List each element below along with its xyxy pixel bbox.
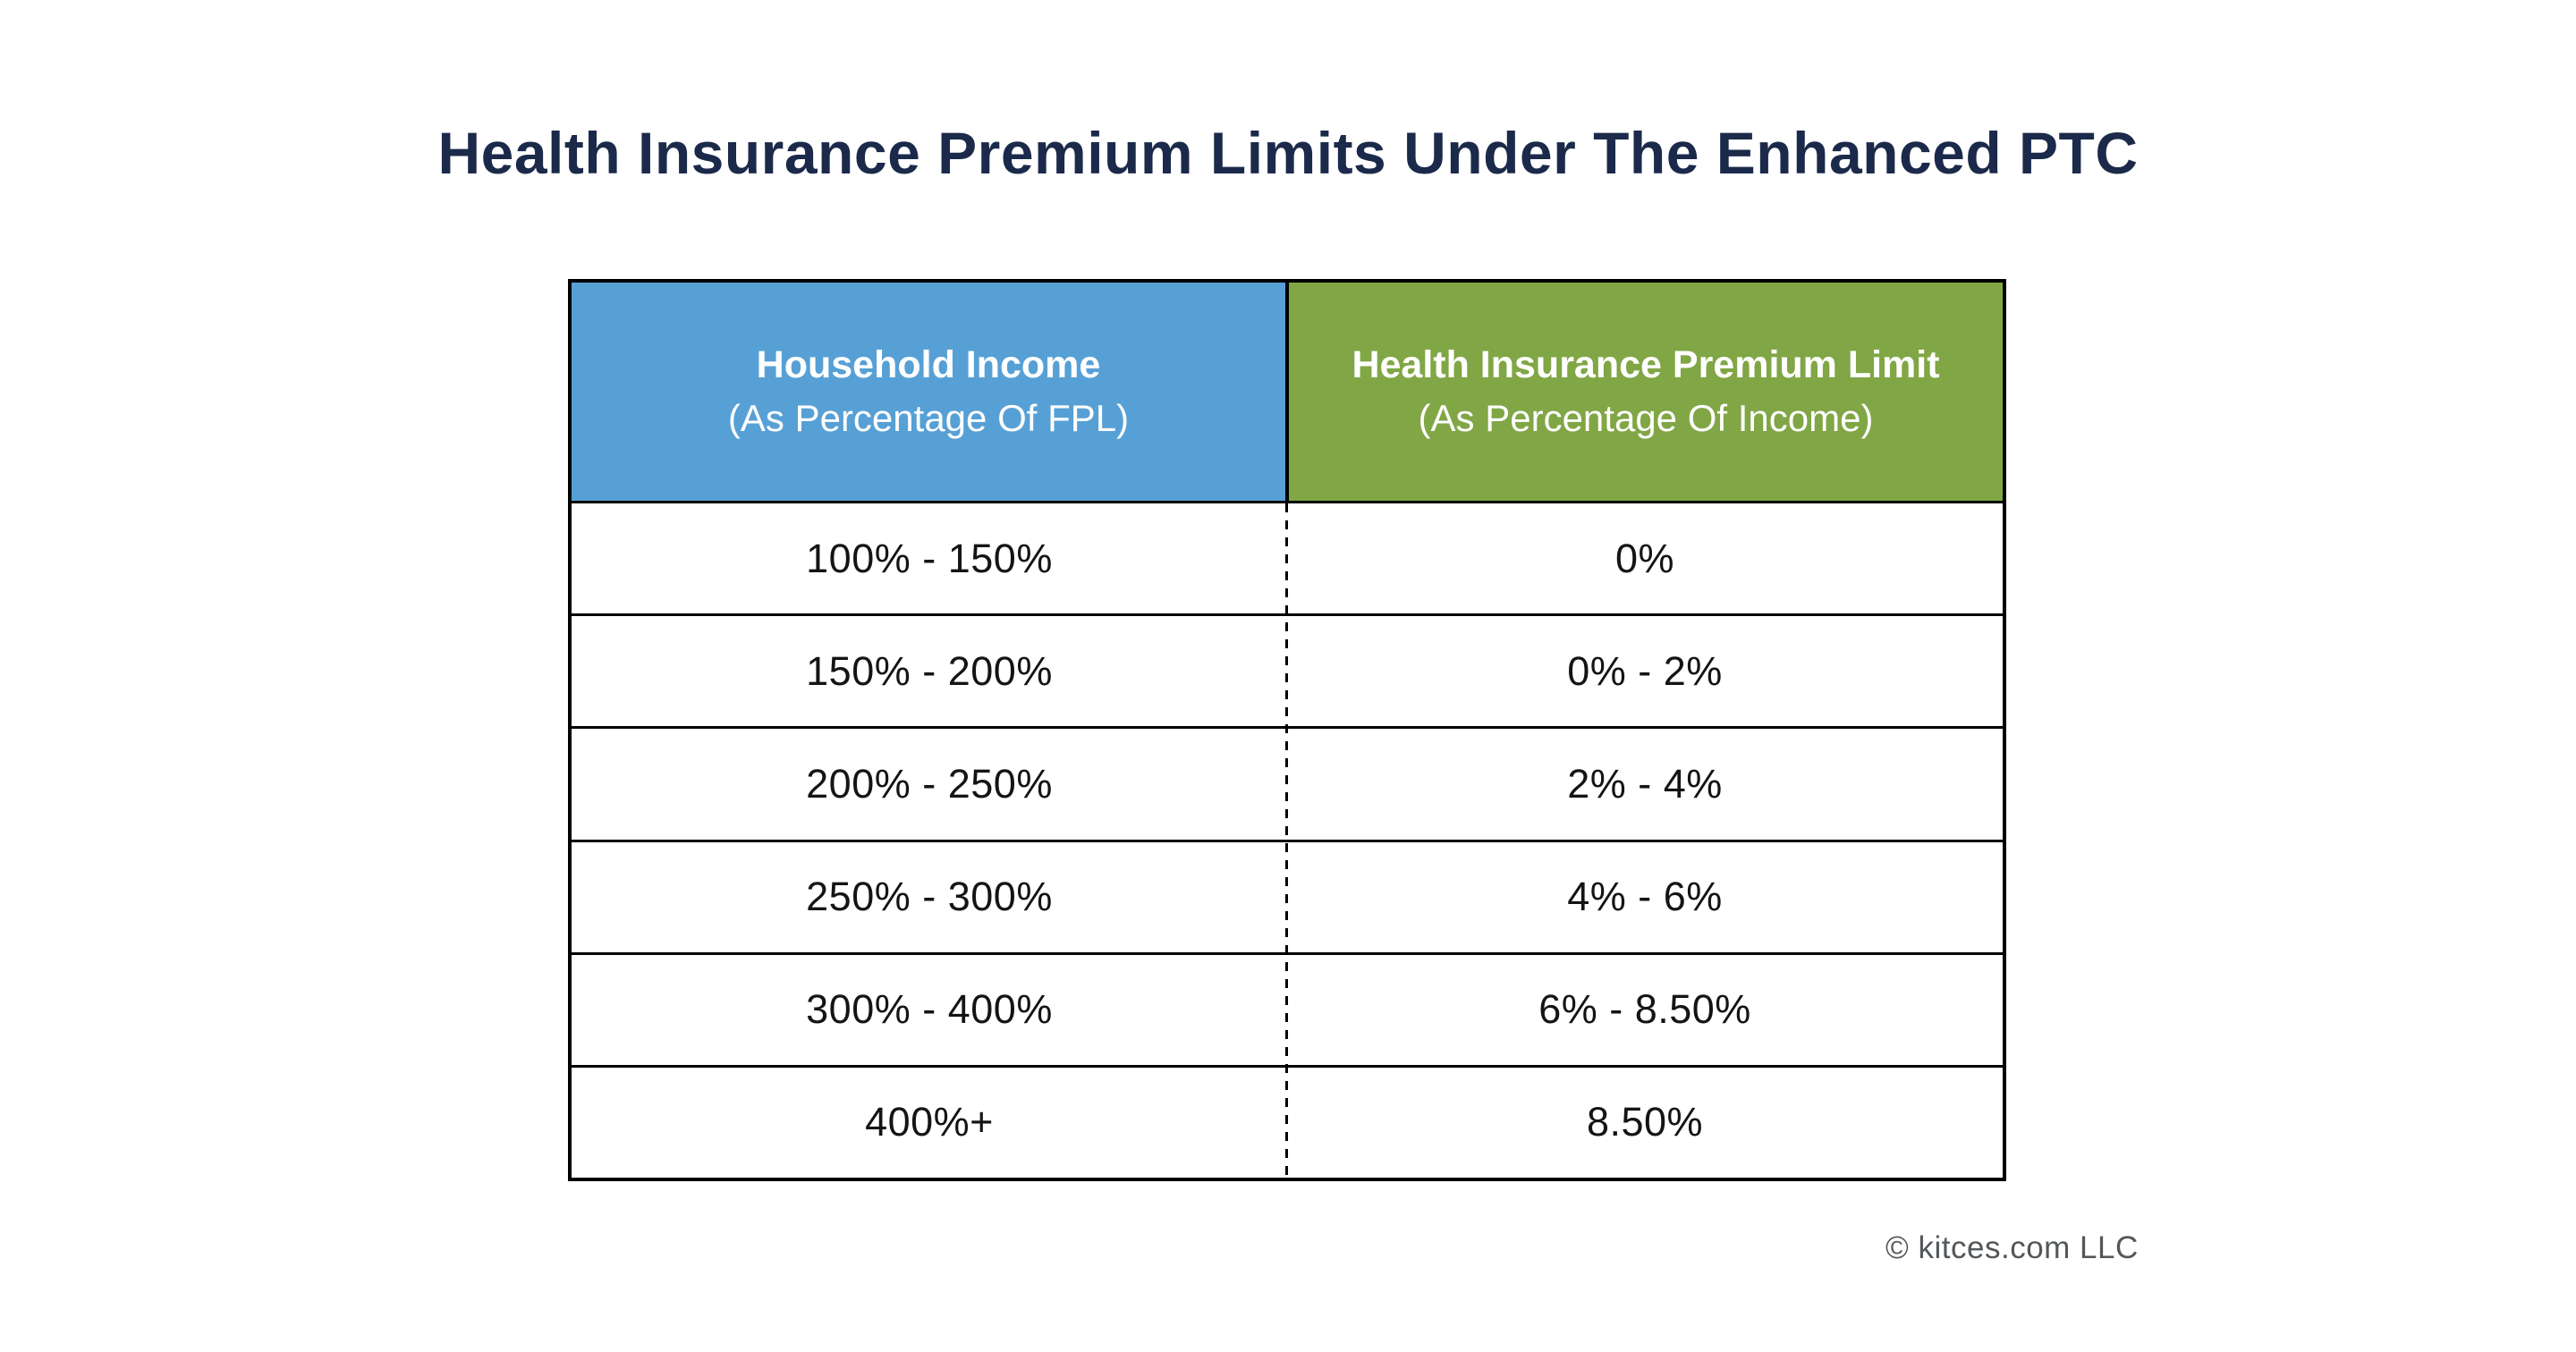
header-cell-premium-limit: Health Insurance Premium Limit (As Perce…: [1289, 283, 2003, 501]
table-row: 200% - 250% 2% - 4%: [572, 726, 2003, 839]
income-cell: 200% - 250%: [806, 760, 1053, 807]
limit-cell: 6% - 8.50%: [1538, 986, 1751, 1033]
column-title-premium-limit: Health Insurance Premium Limit: [1352, 343, 1940, 386]
table-body: 100% - 150% 0% 150% - 200% 0% - 2% 200% …: [572, 503, 2003, 1178]
table-header-row: Household Income (As Percentage Of FPL) …: [572, 283, 2003, 503]
column-title-household-income: Household Income: [756, 343, 1101, 386]
limit-cell: 0% - 2%: [1567, 647, 1723, 694]
column-subtitle-premium-limit: (As Percentage Of Income): [1418, 397, 1874, 439]
limit-cell: 0%: [1614, 535, 1675, 581]
table-row: 250% - 300% 4% - 6%: [572, 839, 2003, 952]
column-subtitle-household-income: (As Percentage Of FPL): [727, 397, 1130, 439]
income-cell: 150% - 200%: [806, 647, 1053, 694]
table-row: 150% - 200% 0% - 2%: [572, 613, 2003, 726]
page-title: Health Insurance Premium Limits Under Th…: [437, 120, 2139, 186]
premium-limits-table: Household Income (As Percentage Of FPL) …: [568, 279, 2006, 1181]
limit-cell: 4% - 6%: [1567, 874, 1723, 920]
income-cell: 300% - 400%: [806, 986, 1053, 1033]
header-cell-household-income: Household Income (As Percentage Of FPL): [572, 283, 1289, 501]
income-cell: 250% - 300%: [806, 874, 1053, 920]
table-row: 100% - 150% 0%: [572, 503, 2003, 613]
table-row: 300% - 400% 6% - 8.50%: [572, 951, 2003, 1065]
limit-cell: 2% - 4%: [1567, 760, 1723, 807]
income-cell: 100% - 150%: [806, 535, 1053, 581]
income-cell: 400%+: [865, 1099, 994, 1145]
table-row: 400%+ 8.50%: [572, 1064, 2003, 1178]
copyright-attribution: © kitces.com LLC: [1885, 1230, 2139, 1265]
limit-cell: 8.50%: [1586, 1099, 1704, 1145]
